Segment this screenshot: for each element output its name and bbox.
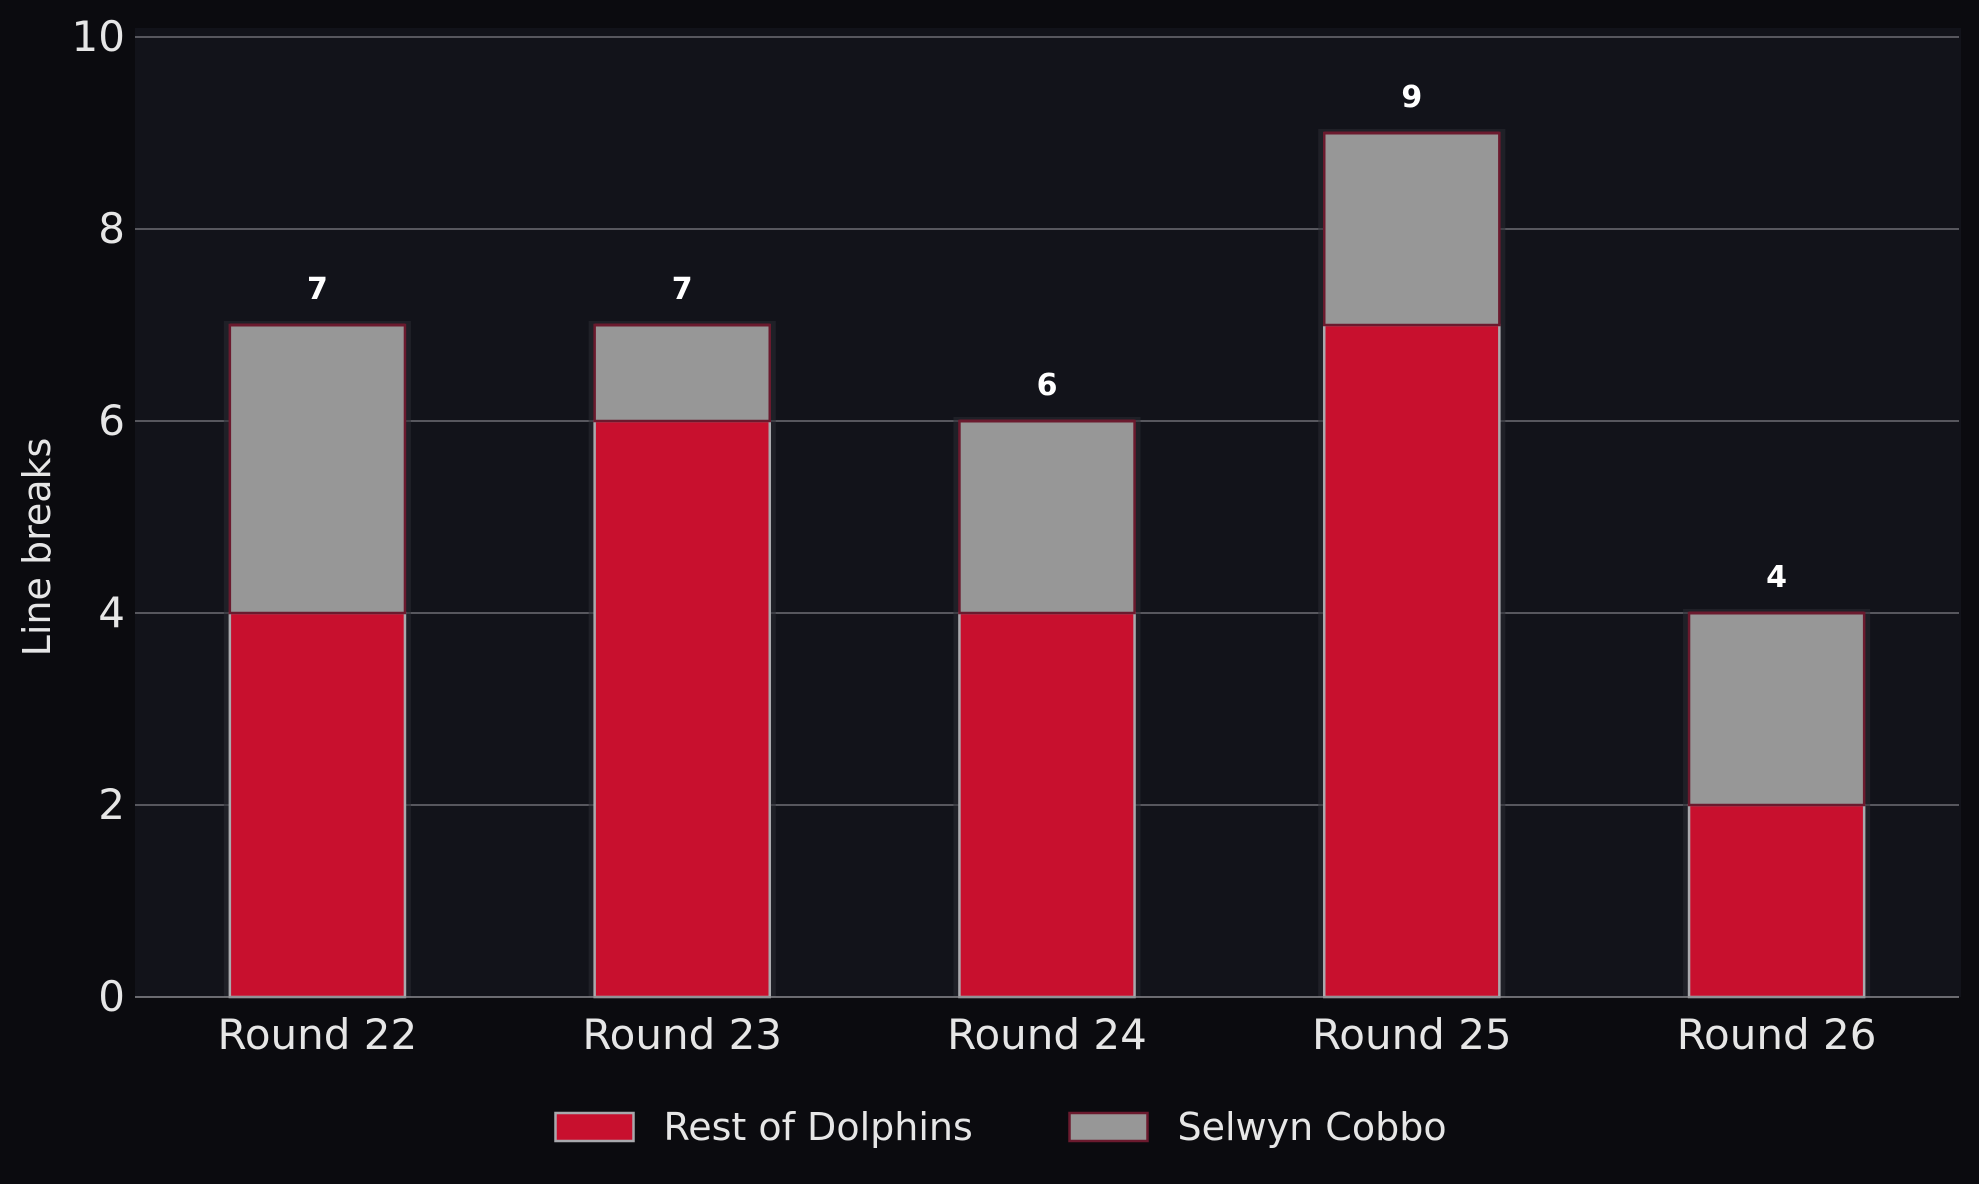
- legend: Rest of Dolphins Selwyn Cobbo: [554, 1105, 1447, 1149]
- axes: 0 2 4 6 8 10 Round 22 Round 23 Round 24 Round 25 R…: [72, 12, 1959, 1059]
- total-label: 7: [307, 272, 328, 307]
- bar-selwyn-cobbo: [1687, 611, 1866, 807]
- y-tick-label: 0: [98, 972, 125, 1021]
- legend-label: Selwyn Cobbo: [1178, 1105, 1447, 1149]
- bar-rest-of-dolphins: [593, 419, 772, 999]
- total-label: 7: [672, 272, 693, 307]
- y-tick-label: 2: [98, 780, 125, 829]
- x-tick-label: Round 23: [582, 1010, 782, 1059]
- total-label: 9: [1401, 80, 1422, 115]
- y-axis-label: Line breaks: [15, 438, 59, 657]
- y-tick-label: 4: [98, 588, 125, 637]
- total-label: 4: [1766, 560, 1787, 595]
- legend-swatch: [554, 1111, 635, 1143]
- bars: [223, 129, 1871, 999]
- data-labels: 7 7 6 9 4: [307, 80, 1787, 595]
- x-tick-label: Round 26: [1677, 1010, 1877, 1059]
- x-tick-label: Round 22: [218, 1010, 418, 1059]
- bar-selwyn-cobbo: [593, 323, 772, 423]
- total-label: 6: [1037, 368, 1058, 403]
- bar-rest-of-dolphins: [1322, 323, 1501, 999]
- y-tick-label: 6: [98, 396, 125, 445]
- bar-rest-of-dolphins: [228, 611, 407, 999]
- bar-rest-of-dolphins: [958, 611, 1136, 999]
- legend-label: Rest of Dolphins: [664, 1105, 973, 1149]
- x-tick-label: Round 24: [947, 1010, 1147, 1059]
- bar-selwyn-cobbo: [1322, 131, 1501, 327]
- bar-rest-of-dolphins: [1687, 803, 1866, 999]
- y-tick-label: 8: [98, 204, 125, 253]
- y-tick-label: 10: [72, 12, 125, 61]
- legend-swatch: [1068, 1111, 1149, 1143]
- x-tick-label: Round 25: [1312, 1010, 1512, 1059]
- bar-selwyn-cobbo: [228, 323, 407, 615]
- bar-selwyn-cobbo: [958, 419, 1136, 615]
